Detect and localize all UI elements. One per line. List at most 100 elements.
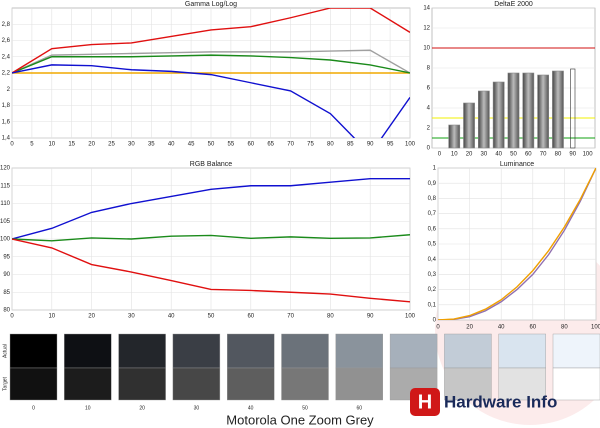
swatch-actual xyxy=(335,333,383,369)
swatch-actual xyxy=(281,333,329,369)
y-tick-label: 0,6 xyxy=(428,226,437,232)
series-line xyxy=(438,168,596,320)
swatch-target xyxy=(64,367,112,401)
x-tick-label: 30 xyxy=(128,142,135,148)
y-tick-label: 2,4 xyxy=(2,54,11,60)
y-tick-label: 2,2 xyxy=(2,71,11,77)
x-tick-label: 50 xyxy=(510,152,517,158)
y-tick-label: 0,3 xyxy=(428,272,437,278)
y-tick-label: 12 xyxy=(423,26,430,32)
y-tick-label: 1 xyxy=(433,166,437,172)
swatch-actual xyxy=(9,333,58,369)
x-tick-label: 45 xyxy=(188,142,195,148)
swatch-actual xyxy=(552,333,600,369)
x-tick-label: 80 xyxy=(561,325,568,331)
y-tick-label: 6 xyxy=(427,86,431,92)
y-tick-label: 0,1 xyxy=(428,302,437,308)
y-tick-label: 0 xyxy=(427,146,431,152)
x-tick-label: 75 xyxy=(307,142,314,148)
x-tick-label: 10 xyxy=(451,152,458,158)
y-tick-label: 80 xyxy=(3,308,10,314)
bar xyxy=(507,72,520,149)
y-tick-label: 105 xyxy=(0,219,11,225)
x-tick-label: 60 xyxy=(247,314,254,320)
y-tick-label: 115 xyxy=(0,183,10,189)
x-tick-label: 90 xyxy=(367,142,374,148)
x-tick-label: 80 xyxy=(327,142,334,148)
y-tick-label: 110 xyxy=(0,201,10,207)
swatch-label: 20 xyxy=(139,405,145,411)
series-line xyxy=(12,238,410,303)
x-tick-label: 40 xyxy=(168,142,175,148)
series-line xyxy=(12,54,410,74)
bar xyxy=(570,68,576,149)
x-tick-label: 40 xyxy=(498,325,505,331)
y-tick-label: 0 xyxy=(433,318,437,324)
row-label: Actual xyxy=(2,344,8,358)
swatch-actual xyxy=(64,333,112,369)
bar xyxy=(552,70,564,149)
series-line xyxy=(438,168,596,320)
x-tick-label: 70 xyxy=(287,142,294,148)
y-tick-label: 4 xyxy=(427,106,431,112)
series-line xyxy=(12,49,410,74)
x-tick-label: 70 xyxy=(540,152,547,158)
y-tick-label: 85 xyxy=(3,290,10,296)
y-tick-label: 2,6 xyxy=(2,38,11,44)
chart-title: DeltaE 2000 xyxy=(494,1,533,8)
series-line xyxy=(12,8,410,74)
bar xyxy=(478,90,490,149)
y-tick-label: 95 xyxy=(3,254,10,260)
y-tick-label: 8 xyxy=(427,66,431,72)
bar xyxy=(492,81,505,149)
x-tick-label: 20 xyxy=(88,314,95,320)
x-tick-label: 80 xyxy=(555,152,562,158)
swatch-target xyxy=(118,367,166,401)
x-tick-label: 10 xyxy=(48,314,55,320)
x-tick-label: 55 xyxy=(228,142,235,148)
x-tick-label: 0 xyxy=(436,325,440,331)
swatch-label: 10 xyxy=(85,405,91,411)
y-tick-label: 0,9 xyxy=(428,181,437,187)
chart-title: Gamma Log/Log xyxy=(185,1,237,8)
series-line xyxy=(12,234,410,242)
swatch-actual xyxy=(172,333,221,369)
bar xyxy=(463,102,475,149)
y-tick-label: 1,6 xyxy=(2,119,11,125)
x-tick-label: 30 xyxy=(481,152,488,158)
footer: Motorola One Zoom Grey xyxy=(226,412,374,427)
swatch-target xyxy=(9,367,58,401)
y-tick-label: 90 xyxy=(3,272,10,278)
swatch-actual xyxy=(389,333,438,369)
x-tick-label: 90 xyxy=(569,152,576,158)
x-tick-label: 25 xyxy=(108,142,115,148)
y-tick-label: 1,4 xyxy=(2,136,11,142)
series-line xyxy=(12,64,410,138)
swatch-label: 0 xyxy=(32,405,35,411)
swatch-target xyxy=(281,367,329,401)
x-tick-label: 40 xyxy=(168,314,175,320)
chart-title: RGB Balance xyxy=(190,161,233,168)
x-tick-label: 5 xyxy=(30,142,34,148)
x-tick-label: 10 xyxy=(48,142,55,148)
x-tick-label: 30 xyxy=(128,314,135,320)
x-tick-label: 50 xyxy=(208,314,215,320)
bar xyxy=(522,72,535,149)
y-tick-label: 0,4 xyxy=(428,257,437,263)
swatch-target xyxy=(172,367,221,401)
y-tick-label: 0,8 xyxy=(428,196,437,202)
x-tick-label: 100 xyxy=(405,142,416,148)
x-tick-label: 35 xyxy=(148,142,155,148)
x-tick-label: 60 xyxy=(525,152,532,158)
x-tick-label: 100 xyxy=(591,325,600,331)
x-tick-label: 50 xyxy=(208,142,215,148)
swatch-label: 50 xyxy=(302,405,308,411)
y-tick-label: 1,8 xyxy=(2,103,11,109)
swatch-target xyxy=(498,367,546,401)
y-tick-label: 0,7 xyxy=(428,211,437,217)
x-tick-label: 85 xyxy=(347,142,354,148)
swatch-label: 30 xyxy=(194,405,200,411)
y-tick-label: 2 xyxy=(427,126,431,132)
series-line xyxy=(12,177,410,240)
